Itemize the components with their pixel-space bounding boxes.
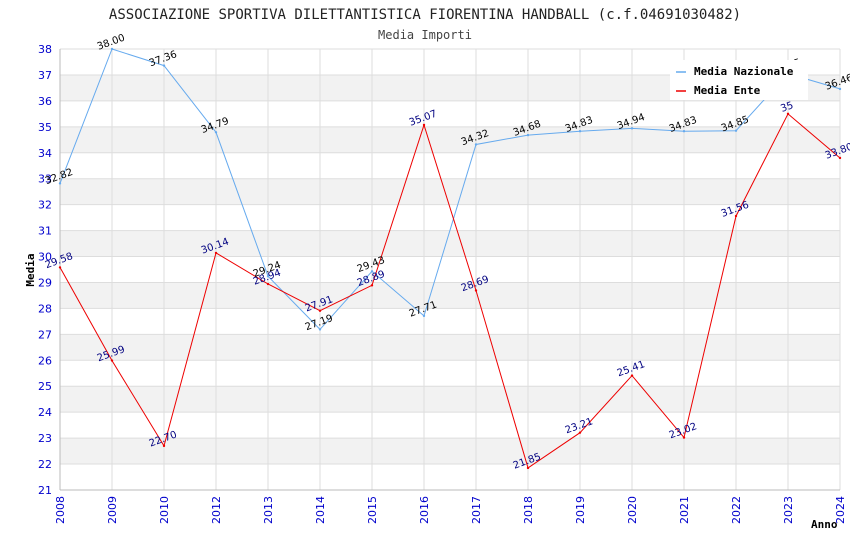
x-tick-label: 2021 [678, 496, 691, 524]
grid-band [60, 438, 840, 465]
y-tick-label: 27 [38, 328, 52, 341]
x-tick-label: 2012 [210, 496, 223, 524]
x-tick-label: 2020 [626, 496, 639, 524]
y-tick-label: 21 [38, 484, 52, 497]
y-tick-label: 33 [38, 173, 52, 186]
x-tick-label: 2016 [418, 496, 431, 524]
grid-bands [60, 74, 840, 465]
legend-label-ente: Media Ente [694, 84, 761, 97]
data-point-ente [318, 309, 322, 312]
grid-band [60, 178, 840, 205]
chart-title: ASSOCIAZIONE SPORTIVA DILETTANTISTICA FI… [109, 7, 741, 23]
y-tick-label: 26 [38, 354, 52, 367]
data-point-nazionale [58, 182, 62, 185]
x-tick-label: 2017 [470, 496, 483, 524]
y-tick-label: 35 [38, 121, 52, 134]
data-point-nazionale [318, 328, 322, 331]
x-tick-label: 2022 [730, 496, 743, 524]
data-point-ente [630, 374, 634, 377]
grid-band [60, 230, 840, 257]
data-point-ente [474, 289, 478, 292]
data-point-nazionale [578, 130, 582, 133]
x-tick-label: 2008 [54, 496, 67, 524]
data-point-nazionale [474, 143, 478, 146]
y-axis-ticks: 21 22 23 24 25 26 27 28 29 30 31 32 33 34 35 36 37 38 [38, 43, 52, 497]
data-point-ente [578, 431, 582, 434]
data-point-nazionale [630, 127, 634, 130]
data-point-nazionale [214, 131, 218, 134]
x-tick-label: 2014 [314, 496, 327, 524]
series-line-ente [59, 113, 841, 469]
data-point-nazionale [110, 47, 114, 51]
y-tick-label: 28 [38, 302, 52, 315]
y-tick-label: 23 [38, 432, 52, 445]
data-point-ente [786, 112, 790, 116]
data-point-ente [162, 444, 166, 448]
data-point-ente [370, 284, 374, 287]
y-tick-label: 36 [38, 95, 52, 108]
grid-band [60, 282, 840, 309]
data-point-ente [214, 251, 218, 255]
legend-box [670, 60, 808, 100]
data-point-ente [58, 266, 62, 269]
x-tick-label: 2019 [574, 496, 587, 524]
data-point-nazionale [734, 129, 738, 132]
y-tick-label: 31 [38, 225, 52, 238]
data-point-nazionale [422, 314, 426, 318]
x-tick-label: 2018 [522, 496, 535, 524]
x-tick-label: 2013 [262, 496, 275, 524]
x-tick-label: 2010 [158, 496, 171, 524]
y-tick-label: 22 [38, 458, 52, 471]
series-line-nazionale [59, 48, 841, 331]
grid-band [60, 386, 840, 413]
x-tick-label: 2015 [366, 496, 379, 524]
data-point-nazionale [370, 270, 374, 273]
y-tick-label: 38 [38, 43, 52, 56]
x-axis-label: Anno [811, 518, 838, 531]
series-group [58, 47, 842, 470]
x-tick-label: 2024 [834, 496, 847, 524]
y-tick-label: 24 [38, 406, 52, 419]
y-tick-label: 29 [38, 276, 52, 289]
data-point-ente [422, 123, 426, 127]
data-point-ente [266, 282, 270, 286]
data-label-ente: 35 [779, 100, 795, 115]
x-tick-label: 2009 [106, 496, 119, 524]
y-tick-label: 25 [38, 380, 52, 393]
data-point-ente [526, 466, 530, 470]
y-axis-label: Media [24, 253, 37, 286]
legend-label-nazionale: Media Nazionale [694, 65, 794, 78]
data-point-ente [110, 359, 114, 362]
x-tick-label: 2023 [782, 496, 795, 524]
x-axis-ticks: 2008 2009 2010 2012 2013 2014 2015 2016 2017 2018… [54, 496, 847, 524]
grid-band [60, 334, 840, 361]
legend: Media Nazionale Media Ente [670, 60, 808, 100]
data-point-ente [682, 436, 686, 439]
y-tick-label: 34 [38, 147, 52, 160]
y-tick-label: 32 [38, 199, 52, 212]
data-point-ente [734, 214, 738, 218]
chart-subtitle: Media Importi [378, 28, 472, 42]
data-point-nazionale [838, 87, 842, 91]
y-tick-label: 30 [38, 251, 52, 264]
data-point-nazionale [266, 275, 270, 278]
data-point-ente [838, 156, 842, 160]
data-point-nazionale [162, 64, 166, 67]
data-point-nazionale [682, 130, 686, 133]
data-point-nazionale [526, 133, 530, 137]
y-tick-label: 37 [38, 69, 52, 82]
